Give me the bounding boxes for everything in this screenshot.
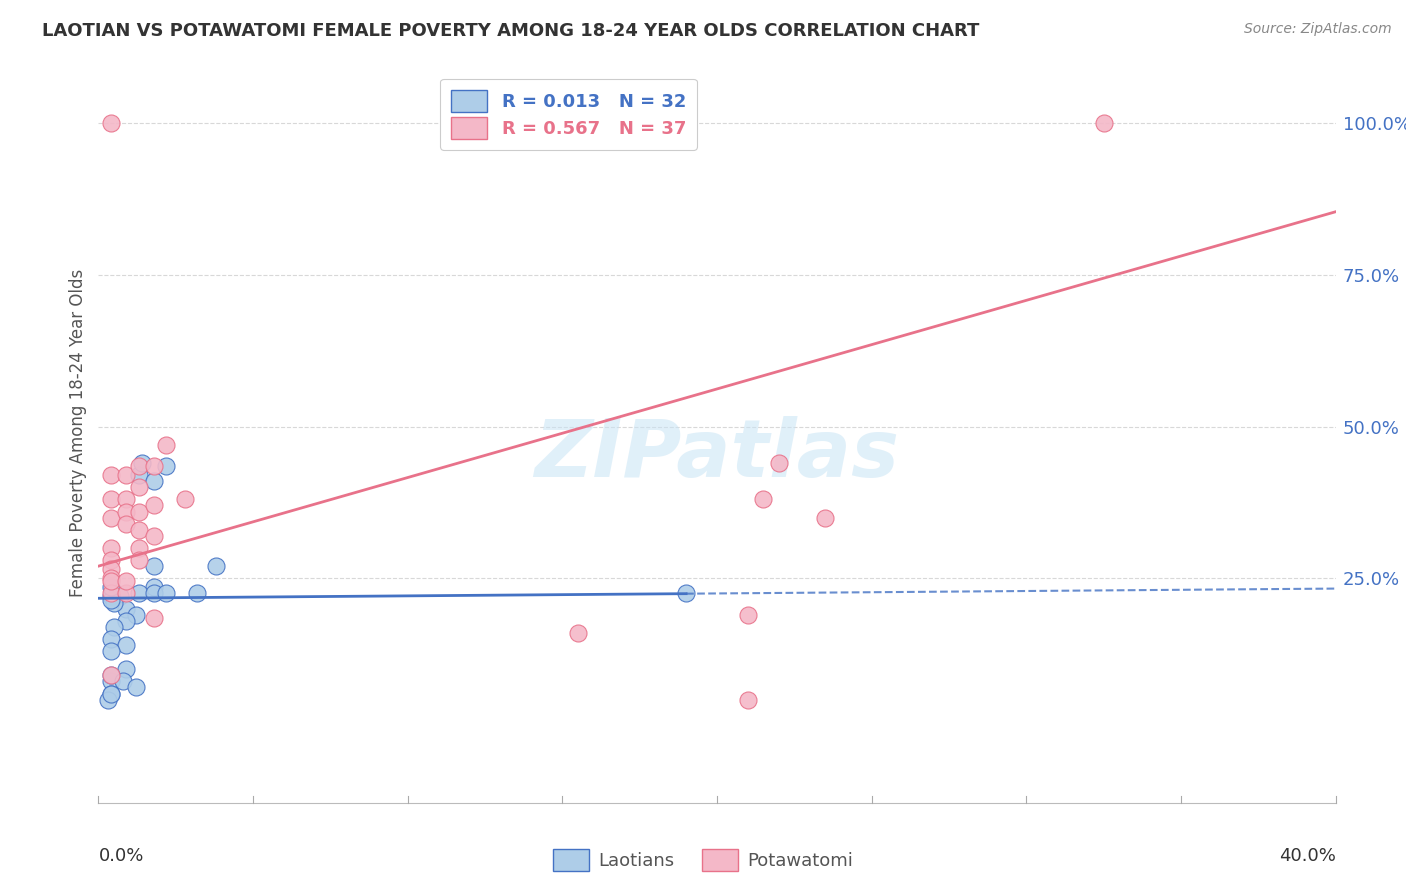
Point [115, 504, 138, 518]
Text: 0.0%: 0.0% [98, 847, 143, 865]
Legend: R = 0.013   N = 32, R = 0.567   N = 37: R = 0.013 N = 32, R = 0.567 N = 37 [440, 78, 697, 150]
Text: ZIPatlas: ZIPatlas [534, 416, 900, 494]
Point [100, 687, 122, 701]
Point [100, 492, 122, 507]
Point [100, 687, 122, 701]
Point [128, 458, 150, 473]
Point [128, 553, 150, 567]
Point [100, 510, 122, 524]
Point [100, 668, 122, 682]
Point [103, 595, 125, 609]
Point [768, 456, 790, 470]
Point [143, 529, 166, 543]
Point [814, 510, 837, 524]
Point [567, 626, 589, 640]
Point [752, 492, 775, 507]
Point [131, 456, 153, 470]
Point [100, 574, 122, 589]
Point [155, 438, 177, 452]
Point [1092, 116, 1115, 130]
Point [143, 474, 166, 488]
Point [143, 559, 166, 574]
Point [205, 559, 228, 574]
Y-axis label: Female Poverty Among 18-24 Year Olds: Female Poverty Among 18-24 Year Olds [69, 268, 87, 597]
Point [115, 638, 138, 652]
Point [128, 523, 150, 537]
Point [115, 468, 138, 483]
Point [737, 607, 759, 622]
Point [100, 562, 122, 576]
Point [115, 586, 138, 600]
Point [100, 586, 122, 600]
Point [128, 541, 150, 555]
Point [155, 586, 177, 600]
Point [155, 458, 177, 473]
Point [100, 116, 122, 130]
Point [143, 580, 166, 594]
Point [124, 681, 146, 695]
Point [128, 480, 150, 494]
Point [174, 492, 197, 507]
Point [115, 574, 138, 589]
Point [115, 601, 138, 615]
Point [100, 592, 122, 607]
Point [100, 468, 122, 483]
Text: Source: ZipAtlas.com: Source: ZipAtlas.com [1244, 22, 1392, 37]
Text: LAOTIAN VS POTAWATOMI FEMALE POVERTY AMONG 18-24 YEAR OLDS CORRELATION CHART: LAOTIAN VS POTAWATOMI FEMALE POVERTY AMO… [42, 22, 980, 40]
Point [115, 614, 138, 628]
Point [128, 468, 150, 483]
Point [100, 674, 122, 689]
Point [143, 499, 166, 513]
Point [108, 590, 131, 604]
Point [100, 590, 122, 604]
Point [100, 668, 122, 682]
Point [143, 586, 166, 600]
Legend: Laotians, Potawatomi: Laotians, Potawatomi [546, 842, 860, 879]
Point [100, 541, 122, 555]
Point [100, 644, 122, 658]
Point [115, 516, 138, 531]
Point [100, 571, 122, 585]
Point [675, 586, 697, 600]
Point [143, 458, 166, 473]
Point [186, 586, 208, 600]
Point [567, 116, 589, 130]
Point [100, 553, 122, 567]
Point [100, 580, 122, 594]
Text: 40.0%: 40.0% [1279, 847, 1336, 865]
Point [128, 586, 150, 600]
Point [128, 504, 150, 518]
Point [112, 674, 135, 689]
Point [100, 632, 122, 646]
Point [737, 692, 759, 706]
Point [103, 620, 125, 634]
Point [97, 692, 120, 706]
Point [124, 607, 146, 622]
Point [115, 492, 138, 507]
Point [115, 662, 138, 676]
Point [143, 611, 166, 625]
